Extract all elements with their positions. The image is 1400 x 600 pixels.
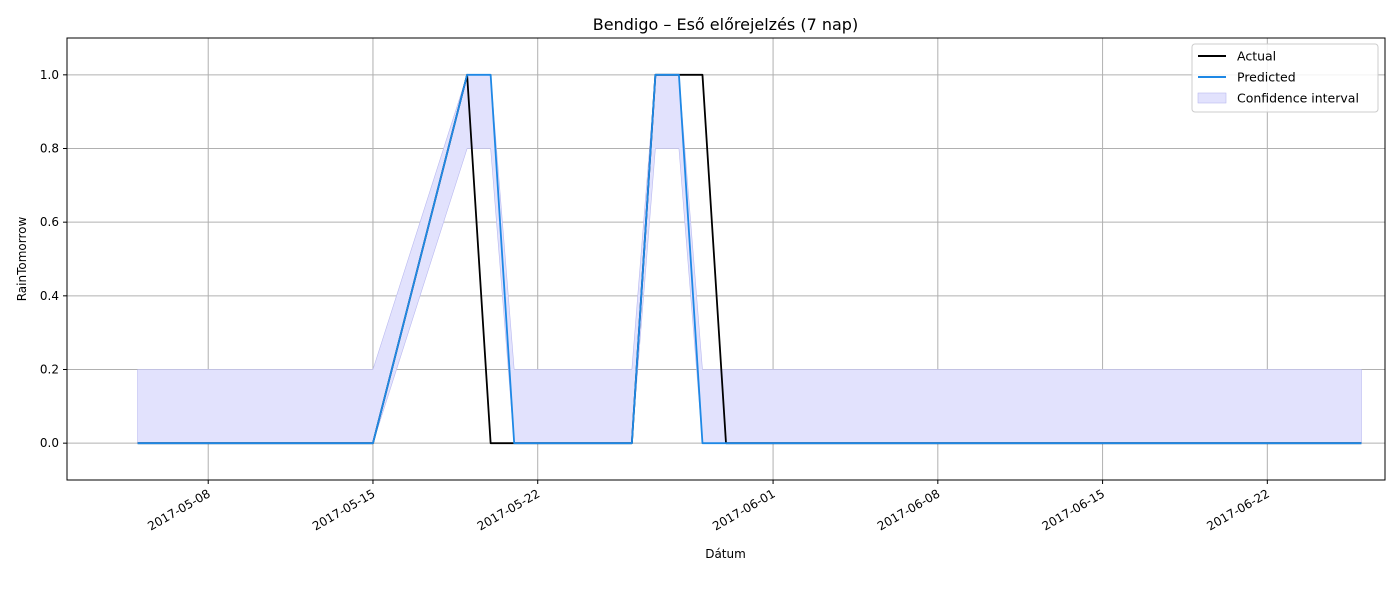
- legend: Actual Predicted Confidence interval: [1191, 43, 1379, 113]
- legend-label: Confidence interval: [1237, 91, 1359, 106]
- series-line-predicted: [137, 73, 1362, 445]
- y-axis-title: RainTomorrow: [15, 217, 29, 302]
- x-tick-label: 2017-06-08: [875, 486, 942, 533]
- legend-box: [1191, 43, 1379, 113]
- x-tick-label: 2017-05-15: [310, 486, 377, 533]
- y-tick-label: 1.0: [40, 68, 59, 82]
- x-tick-label: 2017-05-22: [475, 486, 542, 533]
- legend-label: Actual: [1237, 49, 1276, 64]
- confidence-band-layer: [137, 74, 1362, 444]
- y-tick-label: 0.6: [40, 215, 59, 229]
- y-tick-label: 0.8: [40, 142, 59, 156]
- confidence-band: [137, 74, 1362, 444]
- x-axis-title: Dátum: [705, 547, 746, 561]
- plot-frame: [66, 37, 1386, 481]
- legend-swatch-confidence: [1197, 92, 1227, 104]
- y-tick-label: 0.0: [40, 436, 59, 450]
- x-tick-label: 2017-06-22: [1204, 486, 1271, 533]
- chart-title: Bendigo – Eső előrejelzés (7 nap): [593, 15, 858, 34]
- y-tick-label: 0.4: [40, 289, 59, 303]
- x-tick-label: 2017-05-08: [145, 486, 212, 533]
- x-tick-label: 2017-06-01: [710, 486, 777, 533]
- y-tick-label: 0.2: [40, 363, 59, 377]
- legend-label: Predicted: [1237, 70, 1296, 85]
- series-lines-layer: [137, 73, 1362, 445]
- x-tick-label: 2017-06-15: [1040, 486, 1107, 533]
